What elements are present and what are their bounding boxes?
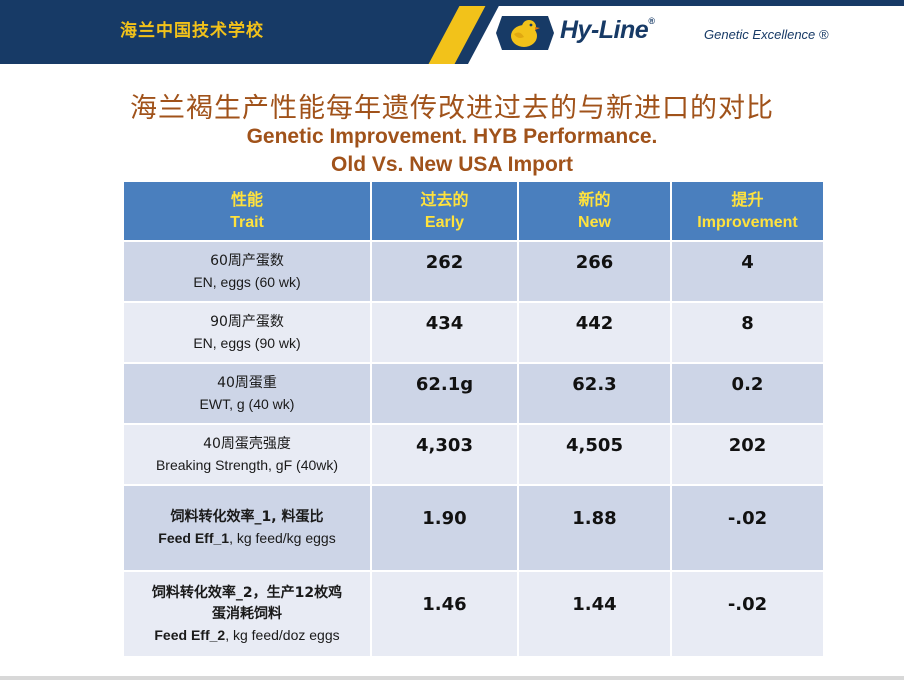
- table-row: 饲料转化效率_2，生产12枚鸡 蛋消耗饲料 Feed Eff_2, kg feed/…: [124, 572, 823, 656]
- new-cell: 1.44: [519, 572, 670, 656]
- brand-name: Hy-Line®: [560, 16, 655, 44]
- bottom-divider: [0, 676, 904, 680]
- trait-cell: 40周蛋壳强度 Breaking Strength, gF (40wk): [124, 425, 370, 484]
- new-cell: 1.88: [519, 486, 670, 570]
- table-row: 饲料转化效率_1, 料蛋比 Feed Eff_1, kg feed/kg eggs…: [124, 486, 823, 570]
- header-new: 新的 New: [519, 182, 670, 240]
- hyline-logo-icon: [496, 16, 554, 50]
- table-header-row: 性能 Trait 过去的 Early 新的 New 提升 Improvement: [124, 182, 823, 240]
- header-early: 过去的 Early: [372, 182, 517, 240]
- school-name: 海兰中国技术学校: [120, 21, 264, 41]
- table-row: 60周产蛋数 EN, eggs (60 wk) 262 266 4: [124, 242, 823, 301]
- new-cell: 4,505: [519, 425, 670, 484]
- new-cell: 442: [519, 303, 670, 362]
- improvement-cell: 0.2: [672, 364, 823, 423]
- new-cell: 266: [519, 242, 670, 301]
- table-row: 40周蛋壳强度 Breaking Strength, gF (40wk) 4,30…: [124, 425, 823, 484]
- trait-cell: 90周产蛋数 EN, eggs (90 wk): [124, 303, 370, 362]
- early-cell: 1.46: [372, 572, 517, 656]
- early-cell: 62.1g: [372, 364, 517, 423]
- early-cell: 262: [372, 242, 517, 301]
- trait-cell: 饲料转化效率_2，生产12枚鸡 蛋消耗饲料 Feed Eff_2, kg feed/…: [124, 572, 370, 656]
- title-english-line1: Genetic Improvement. HYB Performance.: [246, 125, 658, 148]
- header-trait: 性能 Trait: [124, 182, 370, 240]
- new-cell: 62.3: [519, 364, 670, 423]
- table-row: 90周产蛋数 EN, eggs (90 wk) 434 442 8: [124, 303, 823, 362]
- trait-cell: 60周产蛋数 EN, eggs (60 wk): [124, 242, 370, 301]
- early-cell: 1.90: [372, 486, 517, 570]
- improvement-cell: 8: [672, 303, 823, 362]
- improvement-cell: 4: [672, 242, 823, 301]
- improvement-cell: -.02: [672, 572, 823, 656]
- header-improvement: 提升 Improvement: [672, 182, 823, 240]
- improvement-cell: 202: [672, 425, 823, 484]
- table-row: 40周蛋重 EWT, g (40 wk) 62.1g 62.3 0.2: [124, 364, 823, 423]
- trait-cell: 饲料转化效率_1, 料蛋比 Feed Eff_1, kg feed/kg eggs: [124, 486, 370, 570]
- early-cell: 434: [372, 303, 517, 362]
- early-cell: 4,303: [372, 425, 517, 484]
- performance-table: 性能 Trait 过去的 Early 新的 New 提升 Improvement 60周…: [122, 180, 825, 658]
- title-english-line2: Old Vs. New USA Import: [331, 153, 573, 176]
- trait-cell: 40周蛋重 EWT, g (40 wk): [124, 364, 370, 423]
- title-chinese: 海兰褐生产性能每年遗传改进过去的与新进口的对比: [130, 93, 774, 124]
- tagline: Genetic Excellence ®: [704, 27, 829, 42]
- improvement-cell: -.02: [672, 486, 823, 570]
